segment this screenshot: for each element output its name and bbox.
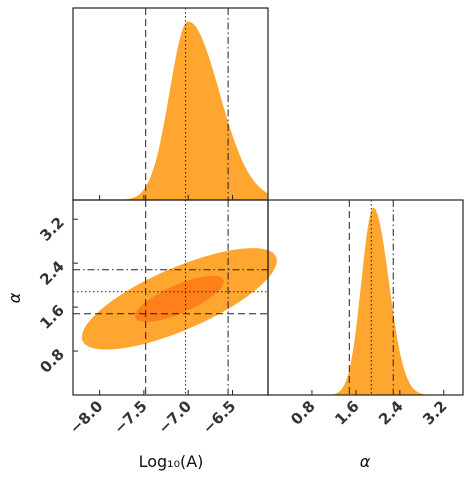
alpha-x-tick-label: 2.4 [375, 397, 407, 429]
alpha-x-ticks: 0.8 1.6 2.4 3.2 [287, 390, 451, 429]
x-axis-label-alpha: α [360, 452, 371, 471]
alpha-y-tick-label: 0.8 [36, 345, 68, 377]
logA-marginal-histogram [73, 21, 268, 200]
logA-tick-label: −6.5 [199, 397, 239, 437]
joint-inner-contour [135, 275, 224, 322]
panel-joint: −8.0 −7.5 −7.0 −6.5 0.8 1.6 2.4 3.2 [36, 199, 277, 438]
joint-y-ticks: 0.8 1.6 2.4 3.2 [36, 213, 78, 377]
x-axis-label-logA: Log₁₀(A) [139, 452, 204, 471]
alpha-x-tick-label: 0.8 [287, 397, 319, 429]
logA-tick-label: −7.0 [155, 397, 195, 437]
alpha-marginal-histogram [268, 207, 463, 395]
panel-alpha-marginal: 0.8 1.6 2.4 3.2 [267, 199, 464, 429]
alpha-y-tick-label: 2.4 [36, 257, 68, 289]
y-axis-label-alpha: α [5, 292, 24, 303]
logA-tick-label: −8.0 [66, 397, 106, 437]
joint-x-ticks: −8.0 −7.5 −7.0 −6.5 [66, 390, 239, 438]
panel-logA-marginal [72, 7, 269, 201]
alpha-marginal-frame [267, 199, 464, 396]
alpha-x-tick-label: 3.2 [419, 397, 451, 429]
alpha-y-tick-label: 3.2 [36, 213, 68, 245]
alpha-x-tick-label: 1.6 [331, 397, 363, 429]
alpha-y-tick-label: 1.6 [36, 301, 68, 333]
logA-tick-label: −7.5 [110, 397, 150, 437]
